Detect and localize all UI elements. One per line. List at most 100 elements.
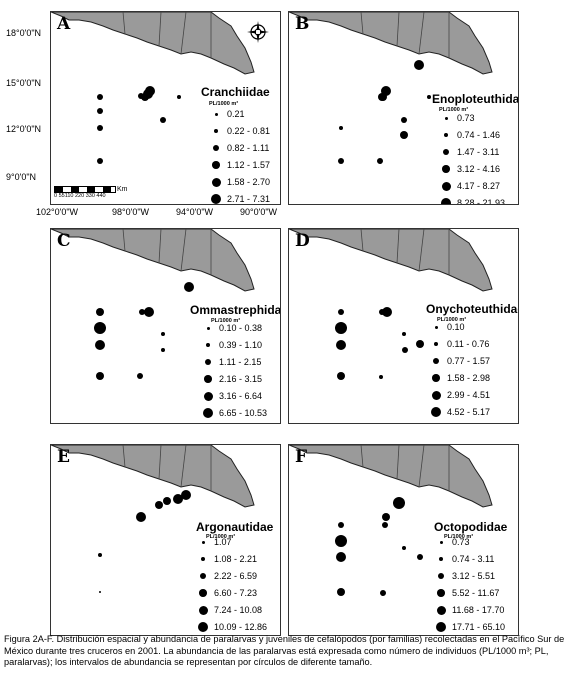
legend-size-dot [438, 573, 444, 579]
map-panel-e: E Argonautidae PL/1000 m³ 1.07 1.08 - 2.2… [50, 444, 281, 636]
map-c-svg [51, 229, 255, 380]
legend-size-dot [206, 326, 210, 330]
unit-label: PL/1000 m³ [206, 534, 236, 540]
legend-size-dot [200, 556, 206, 562]
legend-row: 1.07 [196, 534, 280, 551]
legend-range-label: 0.73 [452, 537, 470, 547]
legend-row: 0.73 [434, 534, 518, 551]
legend-range-label: 7.24 - 10.08 [214, 605, 263, 615]
station-abundance-dot [336, 340, 346, 350]
legend-range-label: 0.21 [227, 109, 245, 119]
lon-label: 102°0'0"W [36, 207, 79, 217]
legend-size-dot [435, 621, 447, 633]
legend-size-dot [211, 177, 221, 187]
legend-row: 4.17 - 8.27 [439, 178, 518, 195]
mexico-landmass [289, 229, 493, 292]
legend-range-label: 5.52 - 11.67 [452, 588, 500, 598]
legend-size-dot [212, 161, 220, 169]
station-abundance-dot [338, 158, 344, 164]
lon-label: 90°0'0"W [240, 207, 278, 217]
legend-row: 5.52 - 11.67 [434, 585, 518, 602]
station-abundance-dot [96, 308, 104, 316]
legend-size-dot [203, 391, 213, 401]
legend-row: 1.08 - 2.21 [196, 551, 280, 568]
legend-row: 1.58 - 2.70 [209, 174, 280, 191]
legend-row: 0.10 - 0.38 [201, 320, 280, 337]
lon-label: 94°0'0"W [176, 207, 214, 217]
map-panel-a: A Cranchiidae PL/1000 m³ 0.21 0.22 - 0.81… [50, 11, 281, 205]
station-abundance-dot [184, 282, 194, 292]
station-abundance-dot [336, 552, 346, 562]
legend-range-label: 0.10 [447, 322, 465, 332]
legend-size-dot [204, 375, 212, 383]
legend-range-label: 1.11 - 2.15 [219, 357, 262, 367]
legend-size-dot [432, 374, 440, 382]
legend-range-label: 1.07 [214, 537, 232, 547]
station-abundance-dot [143, 89, 153, 99]
legend-size-dot [433, 341, 439, 347]
state-border [418, 445, 425, 488]
legend-size-dot [444, 116, 448, 120]
station-abundance-dot [161, 332, 165, 336]
station-abundance-dot [337, 588, 345, 596]
legend-size-dot [438, 556, 444, 562]
station-abundance-dot [414, 60, 424, 70]
legend-size-dot [214, 112, 218, 116]
legend-row: 2.22 - 6.59 [196, 568, 280, 585]
legend-size-dot [443, 132, 449, 138]
state-border [180, 229, 187, 272]
station-abundance-dot [173, 494, 183, 504]
scale-unit: Km [117, 186, 128, 193]
legend-row: 0.82 - 1.11 [209, 140, 280, 157]
legend-size-dot [205, 342, 211, 348]
family-title: Onychoteuthidae [426, 302, 519, 316]
legend-size-dot [205, 359, 211, 365]
station-abundance-dot [377, 158, 383, 164]
legend-range-label: 4.52 - 5.17 [447, 407, 491, 417]
legend-row: 0.11 - 0.76 [429, 336, 518, 353]
legend-range-label: 1.12 - 1.57 [227, 160, 271, 170]
legend-row: 7.24 - 10.08 [196, 602, 280, 619]
map-f-svg [289, 445, 493, 596]
state-border [122, 12, 126, 35]
station-abundance-dot [181, 490, 191, 500]
legend-size-dot [199, 589, 207, 597]
legend-range-label: 0.74 - 3.11 [452, 554, 495, 564]
scale-bar [54, 186, 116, 193]
legend-size-dot [197, 621, 209, 633]
station-abundance-dot [379, 375, 383, 379]
station-abundance-dot [96, 372, 104, 380]
map-panel-d: D Onychoteuthidae PL/1000 m³ 0.10 0.11 - … [288, 228, 519, 424]
legend-row: 2.16 - 3.15 [201, 371, 280, 388]
legend-range-label: 11.68 - 17.70 [452, 605, 505, 615]
legend-row: 6.60 - 7.23 [196, 585, 280, 602]
legend-row: 10.09 - 12.86 [196, 619, 280, 635]
legend-row: 4.52 - 5.17 [429, 404, 518, 421]
state-border [158, 229, 162, 264]
unit-label: PL/1000 m³ [444, 534, 474, 540]
map-panel-c: C Ommastrephidae PL/1000 m³ 0.10 - 0.38 0… [50, 228, 281, 424]
family-title: Enoploteuthidae [432, 92, 519, 106]
legend-row: 1.12 - 1.57 [209, 157, 280, 174]
legend-range-label: 0.39 - 1.10 [219, 340, 263, 350]
legend-size-dot [198, 605, 208, 615]
station-abundance-dot [402, 332, 406, 336]
map-panel-b: B Enoploteuthidae PL/1000 m³ 0.73 0.74 - … [288, 11, 519, 205]
legend-range-label: 10.09 - 12.86 [214, 622, 268, 632]
legend-range-label: 2.71 - 7.31 [227, 194, 271, 204]
legend-row: 0.74 - 3.11 [434, 551, 518, 568]
figure-caption: Figura 2A-F. Distribución espacial y abu… [4, 634, 565, 667]
legend-row: 0.39 - 1.10 [201, 337, 280, 354]
unit-label: PL/1000 m³ [439, 107, 469, 113]
legend-size-dot [202, 407, 214, 419]
station-abundance-dot [97, 94, 103, 100]
legend-row: 3.12 - 5.51 [434, 568, 518, 585]
mexico-landmass [51, 12, 255, 75]
legend-size-dot [443, 149, 449, 155]
station-abundance-dot [177, 95, 181, 99]
legend-range-label: 0.73 [457, 113, 475, 123]
state-border [158, 12, 162, 47]
map-d-svg [289, 229, 493, 380]
legend-row: 1.58 - 2.98 [429, 370, 518, 387]
lat-label: 15°0'0"N [6, 78, 42, 88]
